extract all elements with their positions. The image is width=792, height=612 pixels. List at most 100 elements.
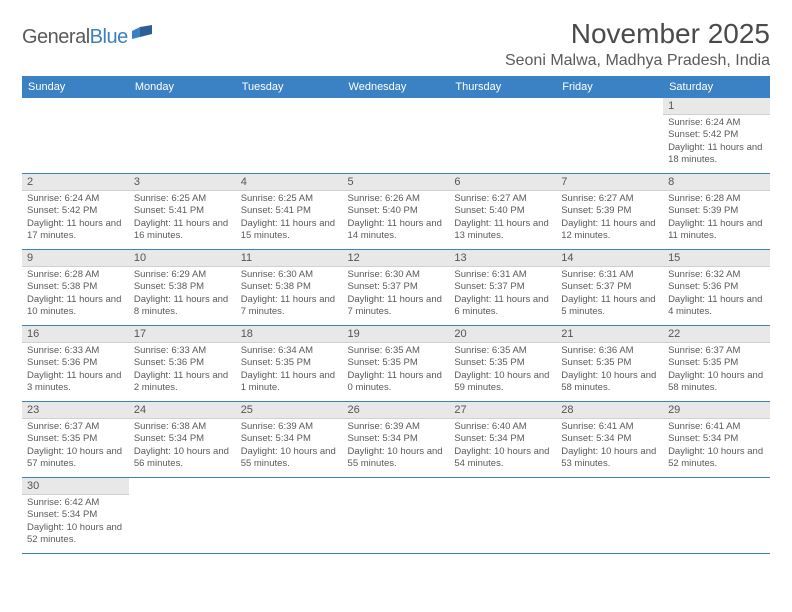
day-number: 18 [236,326,343,343]
day-number: 21 [556,326,663,343]
calendar-row: 2Sunrise: 6:24 AMSunset: 5:42 PMDaylight… [22,174,770,250]
day-header: Saturday [663,76,770,98]
empty-cell [556,478,663,554]
day-number: 7 [556,174,663,191]
calendar-row: 1Sunrise: 6:24 AMSunset: 5:42 PMDaylight… [22,98,770,174]
flag-icon [132,25,158,48]
day-cell: 28Sunrise: 6:41 AMSunset: 5:34 PMDayligh… [556,402,663,478]
day-cell: 7Sunrise: 6:27 AMSunset: 5:39 PMDaylight… [556,174,663,250]
day-number: 6 [449,174,556,191]
day-cell: 21Sunrise: 6:36 AMSunset: 5:35 PMDayligh… [556,326,663,402]
logo-text-general: General [22,26,90,48]
day-number: 14 [556,250,663,267]
day-cell: 9Sunrise: 6:28 AMSunset: 5:38 PMDaylight… [22,250,129,326]
empty-content [236,494,343,552]
day-number: 30 [22,478,129,495]
day-cell: 25Sunrise: 6:39 AMSunset: 5:34 PMDayligh… [236,402,343,478]
day-content: Sunrise: 6:30 AMSunset: 5:38 PMDaylight:… [236,267,343,325]
empty-cell [22,98,129,174]
day-cell: 22Sunrise: 6:37 AMSunset: 5:35 PMDayligh… [663,326,770,402]
day-content: Sunrise: 6:39 AMSunset: 5:34 PMDaylight:… [236,419,343,477]
day-content: Sunrise: 6:36 AMSunset: 5:35 PMDaylight:… [556,343,663,401]
day-number: 5 [343,174,450,191]
calendar-row: 30Sunrise: 6:42 AMSunset: 5:34 PMDayligh… [22,478,770,554]
day-cell: 20Sunrise: 6:35 AMSunset: 5:35 PMDayligh… [449,326,556,402]
day-number: 23 [22,402,129,419]
logo-text: GeneralBlue [22,26,128,49]
day-header: Wednesday [343,76,450,98]
empty-cell [129,478,236,554]
day-number: 28 [556,402,663,419]
day-number: 26 [343,402,450,419]
day-header: Tuesday [236,76,343,98]
day-header: Sunday [22,76,129,98]
header-row: GeneralBlue November 2025 Seoni Malwa, M… [22,18,770,70]
day-cell: 30Sunrise: 6:42 AMSunset: 5:34 PMDayligh… [22,478,129,554]
empty-daynum [236,98,343,114]
day-content: Sunrise: 6:27 AMSunset: 5:39 PMDaylight:… [556,191,663,249]
day-cell: 18Sunrise: 6:34 AMSunset: 5:35 PMDayligh… [236,326,343,402]
day-content: Sunrise: 6:31 AMSunset: 5:37 PMDaylight:… [556,267,663,325]
day-cell: 19Sunrise: 6:35 AMSunset: 5:35 PMDayligh… [343,326,450,402]
day-number: 29 [663,402,770,419]
day-cell: 3Sunrise: 6:25 AMSunset: 5:41 PMDaylight… [129,174,236,250]
empty-cell [236,98,343,174]
day-content: Sunrise: 6:41 AMSunset: 5:34 PMDaylight:… [556,419,663,477]
empty-content [556,114,663,172]
day-content: Sunrise: 6:41 AMSunset: 5:34 PMDaylight:… [663,419,770,477]
day-content: Sunrise: 6:24 AMSunset: 5:42 PMDaylight:… [663,115,770,173]
empty-content [343,494,450,552]
empty-daynum [556,478,663,494]
empty-content [449,114,556,172]
day-number: 12 [343,250,450,267]
calendar-head: SundayMondayTuesdayWednesdayThursdayFrid… [22,76,770,98]
calendar-table: SundayMondayTuesdayWednesdayThursdayFrid… [22,76,770,554]
empty-cell [343,98,450,174]
day-content: Sunrise: 6:35 AMSunset: 5:35 PMDaylight:… [449,343,556,401]
day-content: Sunrise: 6:34 AMSunset: 5:35 PMDaylight:… [236,343,343,401]
day-content: Sunrise: 6:25 AMSunset: 5:41 PMDaylight:… [236,191,343,249]
day-content: Sunrise: 6:37 AMSunset: 5:35 PMDaylight:… [663,343,770,401]
empty-daynum [343,98,450,114]
day-number: 27 [449,402,556,419]
day-content: Sunrise: 6:32 AMSunset: 5:36 PMDaylight:… [663,267,770,325]
day-content: Sunrise: 6:33 AMSunset: 5:36 PMDaylight:… [22,343,129,401]
empty-cell [343,478,450,554]
day-cell: 6Sunrise: 6:27 AMSunset: 5:40 PMDaylight… [449,174,556,250]
day-content: Sunrise: 6:35 AMSunset: 5:35 PMDaylight:… [343,343,450,401]
day-cell: 4Sunrise: 6:25 AMSunset: 5:41 PMDaylight… [236,174,343,250]
day-number: 11 [236,250,343,267]
calendar-page: GeneralBlue November 2025 Seoni Malwa, M… [0,0,792,572]
day-content: Sunrise: 6:40 AMSunset: 5:34 PMDaylight:… [449,419,556,477]
day-content: Sunrise: 6:27 AMSunset: 5:40 PMDaylight:… [449,191,556,249]
empty-daynum [129,478,236,494]
empty-content [449,494,556,552]
day-number: 15 [663,250,770,267]
empty-daynum [343,478,450,494]
day-cell: 13Sunrise: 6:31 AMSunset: 5:37 PMDayligh… [449,250,556,326]
day-cell: 8Sunrise: 6:28 AMSunset: 5:39 PMDaylight… [663,174,770,250]
day-header-row: SundayMondayTuesdayWednesdayThursdayFrid… [22,76,770,98]
day-cell: 5Sunrise: 6:26 AMSunset: 5:40 PMDaylight… [343,174,450,250]
empty-cell [449,98,556,174]
day-content: Sunrise: 6:24 AMSunset: 5:42 PMDaylight:… [22,191,129,249]
day-number: 24 [129,402,236,419]
day-cell: 10Sunrise: 6:29 AMSunset: 5:38 PMDayligh… [129,250,236,326]
day-content: Sunrise: 6:39 AMSunset: 5:34 PMDaylight:… [343,419,450,477]
logo-text-blue: Blue [90,26,128,48]
empty-cell [129,98,236,174]
day-number: 1 [663,98,770,115]
day-number: 9 [22,250,129,267]
calendar-row: 16Sunrise: 6:33 AMSunset: 5:36 PMDayligh… [22,326,770,402]
day-cell: 15Sunrise: 6:32 AMSunset: 5:36 PMDayligh… [663,250,770,326]
empty-cell [449,478,556,554]
day-content: Sunrise: 6:33 AMSunset: 5:36 PMDaylight:… [129,343,236,401]
day-number: 22 [663,326,770,343]
day-number: 17 [129,326,236,343]
day-number: 3 [129,174,236,191]
title-block: November 2025 Seoni Malwa, Madhya Prades… [505,18,770,70]
empty-cell [556,98,663,174]
day-cell: 29Sunrise: 6:41 AMSunset: 5:34 PMDayligh… [663,402,770,478]
day-cell: 12Sunrise: 6:30 AMSunset: 5:37 PMDayligh… [343,250,450,326]
empty-daynum [236,478,343,494]
